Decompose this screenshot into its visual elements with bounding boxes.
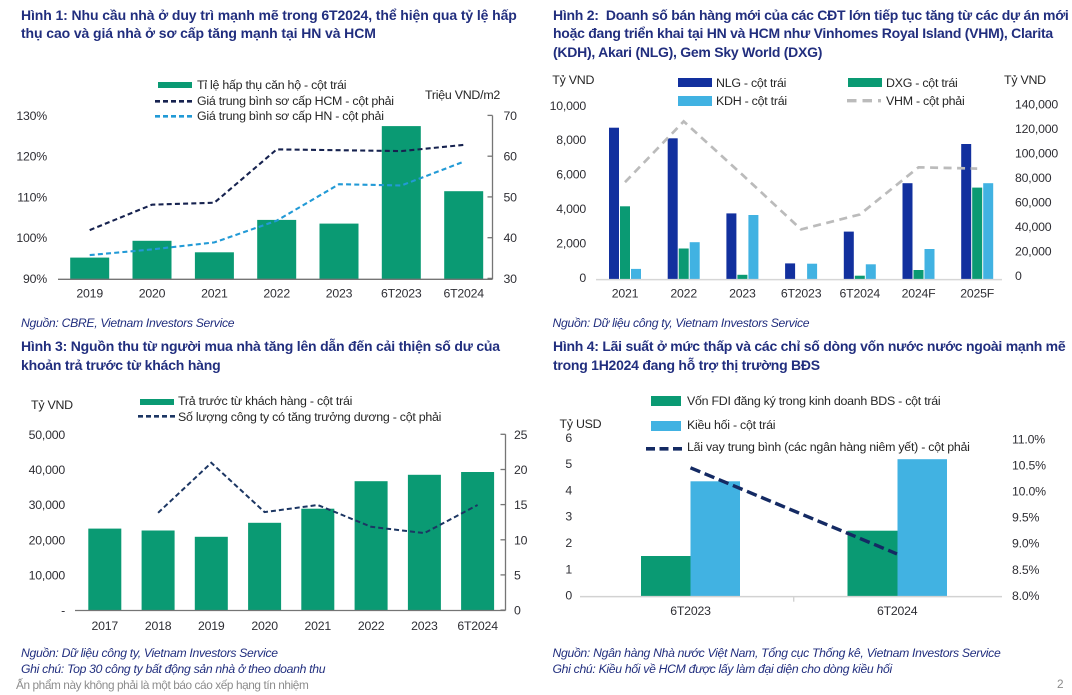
svg-text:4,000: 4,000 xyxy=(556,202,586,216)
svg-text:2024F: 2024F xyxy=(902,287,937,301)
svg-text:2018: 2018 xyxy=(145,619,172,633)
svg-text:6T2024: 6T2024 xyxy=(443,287,484,301)
svg-text:20,000: 20,000 xyxy=(1015,245,1052,259)
svg-text:2017: 2017 xyxy=(92,619,119,633)
svg-text:40,000: 40,000 xyxy=(1015,220,1052,234)
svg-text:2019: 2019 xyxy=(76,287,103,301)
svg-text:6: 6 xyxy=(565,431,572,445)
svg-text:10.5%: 10.5% xyxy=(1012,459,1046,473)
svg-text:50,000: 50,000 xyxy=(29,428,66,442)
svg-text:4: 4 xyxy=(565,483,572,497)
svg-text:130%: 130% xyxy=(16,109,47,123)
svg-text:10,000: 10,000 xyxy=(550,99,587,113)
svg-text:6T2024: 6T2024 xyxy=(457,619,498,633)
svg-text:100%: 100% xyxy=(16,231,47,245)
svg-text:-: - xyxy=(61,604,65,618)
svg-text:90%: 90% xyxy=(23,272,47,286)
svg-text:5: 5 xyxy=(514,568,521,582)
svg-text:9.0%: 9.0% xyxy=(1012,537,1039,551)
svg-text:70: 70 xyxy=(504,109,518,123)
svg-text:8,000: 8,000 xyxy=(556,133,586,147)
svg-text:2020: 2020 xyxy=(251,619,278,633)
svg-text:2022: 2022 xyxy=(358,619,385,633)
svg-text:2022: 2022 xyxy=(263,287,290,301)
svg-text:2019: 2019 xyxy=(198,619,225,633)
svg-text:0: 0 xyxy=(514,604,521,618)
svg-text:2022: 2022 xyxy=(670,287,697,301)
svg-text:60,000: 60,000 xyxy=(1015,196,1052,210)
svg-text:3: 3 xyxy=(565,510,572,524)
svg-text:2023: 2023 xyxy=(326,287,353,301)
svg-text:2023: 2023 xyxy=(729,287,756,301)
svg-text:5: 5 xyxy=(565,457,572,471)
svg-text:20: 20 xyxy=(514,463,528,477)
svg-text:6T2023: 6T2023 xyxy=(381,287,422,301)
svg-text:20,000: 20,000 xyxy=(29,533,66,547)
svg-text:0: 0 xyxy=(579,271,586,285)
svg-text:2023: 2023 xyxy=(411,619,438,633)
svg-text:50: 50 xyxy=(504,190,518,204)
svg-text:15: 15 xyxy=(514,498,528,512)
svg-text:2025F: 2025F xyxy=(960,287,995,301)
svg-text:2,000: 2,000 xyxy=(556,237,586,251)
svg-text:2021: 2021 xyxy=(305,619,332,633)
svg-text:2021: 2021 xyxy=(201,287,228,301)
svg-text:2021: 2021 xyxy=(612,287,639,301)
svg-text:0: 0 xyxy=(565,589,572,603)
svg-text:2020: 2020 xyxy=(139,287,166,301)
svg-text:6T2024: 6T2024 xyxy=(840,287,881,301)
svg-text:6T2024: 6T2024 xyxy=(877,604,918,618)
svg-text:9.5%: 9.5% xyxy=(1012,511,1039,525)
svg-text:6,000: 6,000 xyxy=(556,168,586,182)
svg-text:100,000: 100,000 xyxy=(1015,146,1058,160)
svg-text:25: 25 xyxy=(514,428,528,442)
svg-text:40,000: 40,000 xyxy=(29,463,66,477)
svg-text:30,000: 30,000 xyxy=(29,498,66,512)
svg-text:11.0%: 11.0% xyxy=(1012,433,1045,447)
svg-text:10.0%: 10.0% xyxy=(1012,485,1046,499)
svg-text:80,000: 80,000 xyxy=(1015,171,1052,185)
svg-text:6T2023: 6T2023 xyxy=(670,604,711,618)
svg-text:10: 10 xyxy=(514,533,528,547)
svg-text:2: 2 xyxy=(565,536,572,550)
svg-text:140,000: 140,000 xyxy=(1015,97,1058,111)
svg-text:8.5%: 8.5% xyxy=(1012,563,1039,577)
svg-text:6T2023: 6T2023 xyxy=(781,287,822,301)
svg-text:1: 1 xyxy=(565,562,572,576)
svg-text:30: 30 xyxy=(504,272,518,286)
svg-text:0: 0 xyxy=(1015,269,1022,283)
svg-text:40: 40 xyxy=(504,231,518,245)
svg-text:60: 60 xyxy=(504,150,518,164)
svg-text:110%: 110% xyxy=(17,190,47,204)
svg-text:120%: 120% xyxy=(16,150,47,164)
svg-text:10,000: 10,000 xyxy=(29,568,66,582)
svg-text:120,000: 120,000 xyxy=(1015,122,1058,136)
svg-text:8.0%: 8.0% xyxy=(1012,589,1039,603)
